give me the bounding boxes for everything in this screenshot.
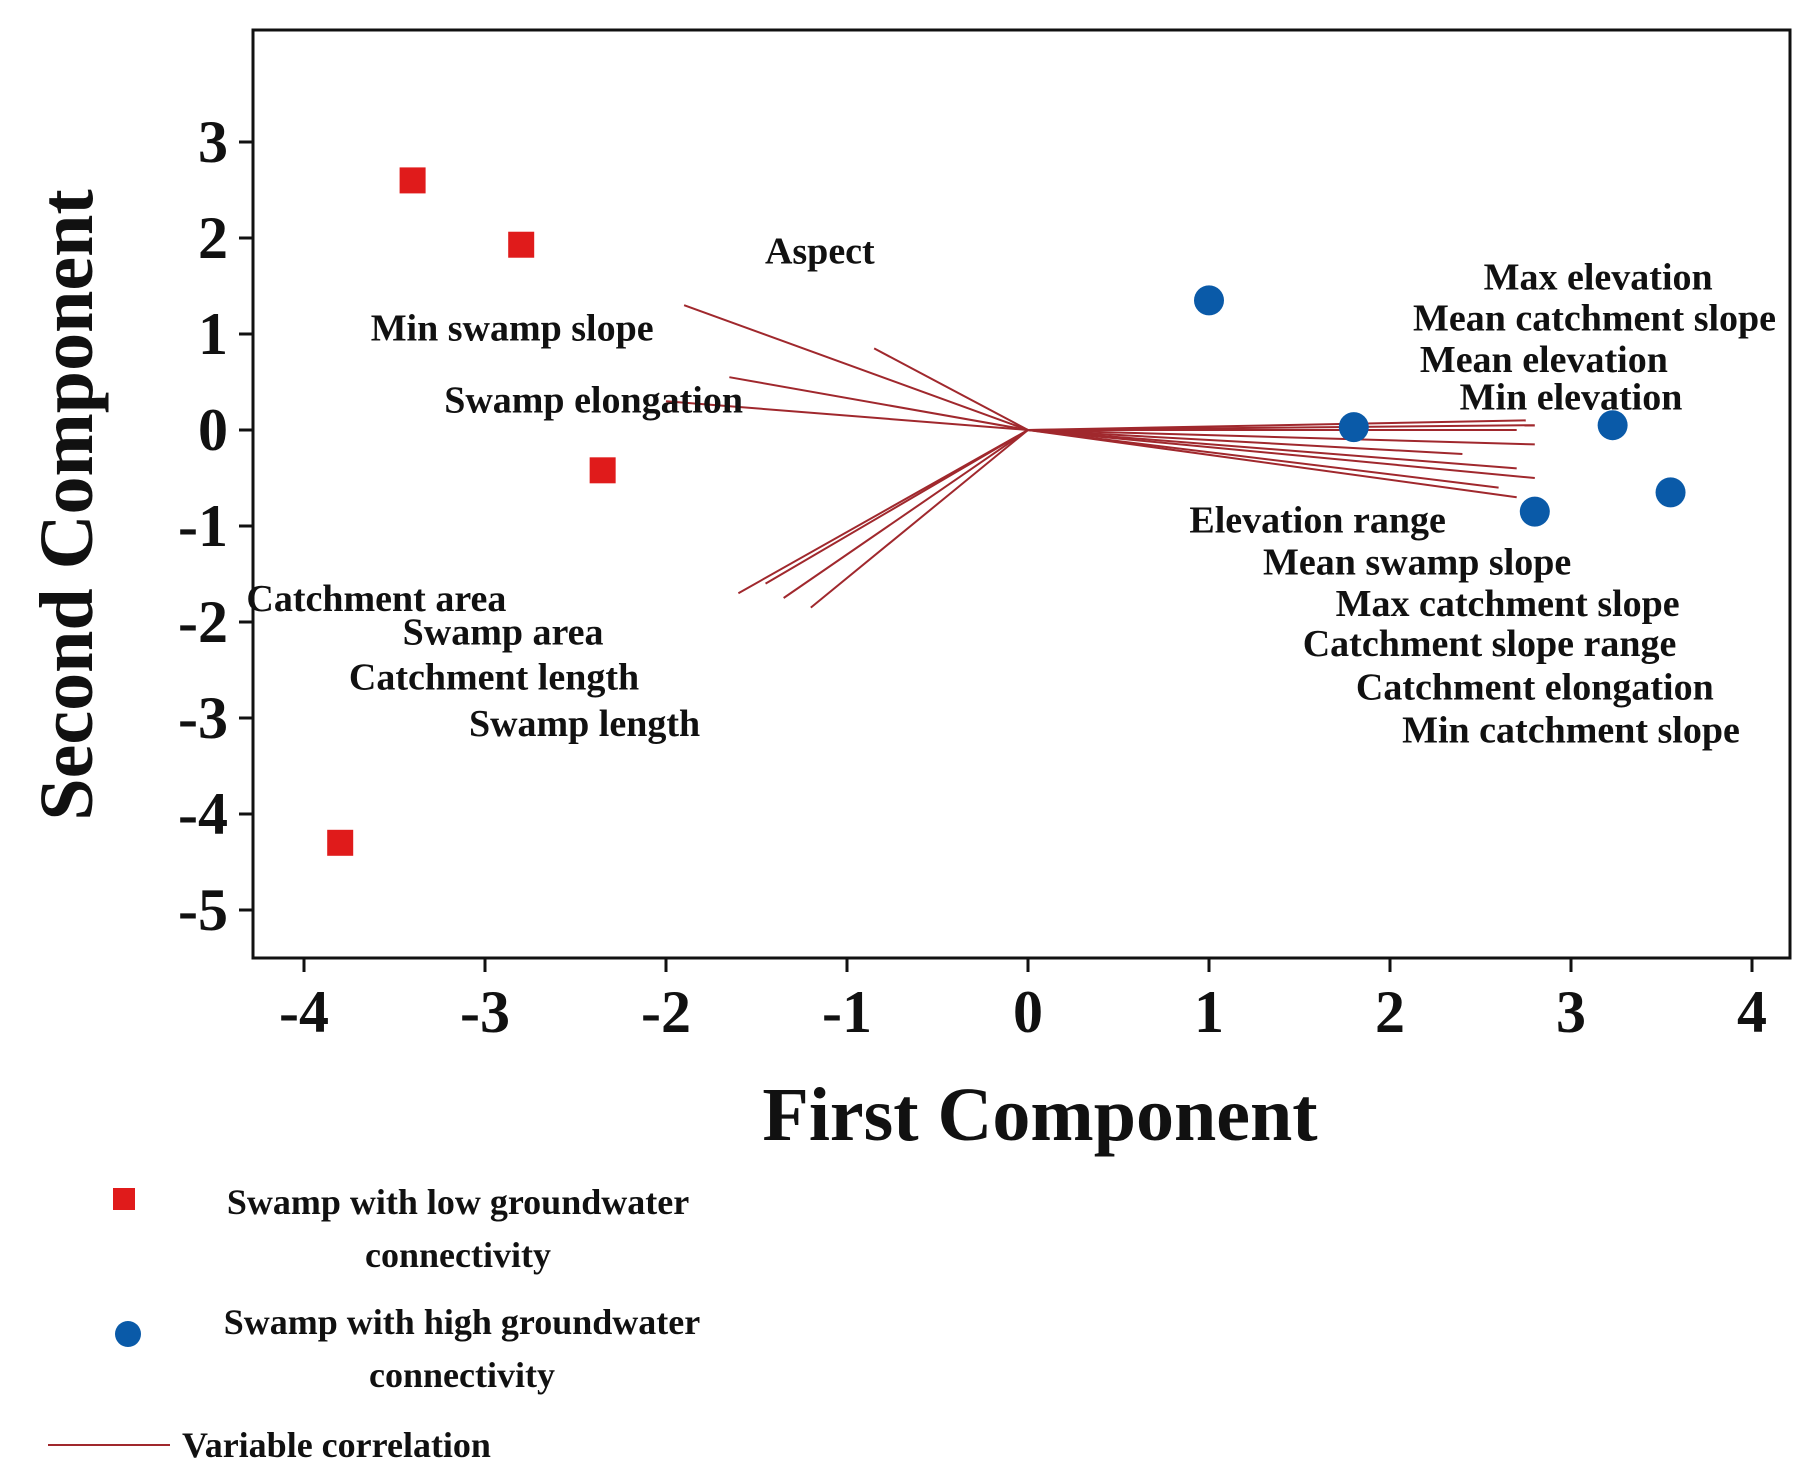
x-tick-label: 1	[1194, 979, 1224, 1045]
point-high-connectivity	[1655, 477, 1686, 508]
legend-label-line: Variable correlation	[182, 1425, 491, 1465]
variable-label: Swamp area	[403, 612, 604, 654]
correlation-vector	[873, 347, 1029, 431]
x-axis-title: First Component	[762, 1073, 1317, 1157]
variable-label: Catchment length	[349, 657, 639, 699]
legend-label-low-line1: Swamp with low groundwater	[227, 1182, 689, 1222]
y-tick-label: 0	[198, 397, 228, 463]
point-high-connectivity	[1194, 285, 1224, 316]
y-axis-title: Second Component	[25, 189, 109, 820]
plot-frame	[251, 28, 1792, 960]
x-tick-label: -1	[822, 979, 872, 1045]
variable-label: Catchment area	[246, 578, 506, 620]
y-tick-label: -4	[178, 781, 228, 847]
x-tick-label: -4	[279, 979, 329, 1045]
y-tick-label: -1	[178, 493, 228, 559]
point-low-connectivity	[589, 457, 616, 484]
correlation-vector	[1027, 429, 1535, 446]
correlation-vector	[810, 429, 1029, 609]
variable-label: Catchment slope range	[1303, 623, 1677, 665]
correlation-vector	[729, 376, 1029, 431]
x-tick-label: 4	[1737, 979, 1767, 1045]
y-tick-label: -3	[178, 685, 228, 751]
variable-label: Max elevation	[1484, 256, 1713, 298]
variable-labels: Aspect Min swamp slope Swamp elongation Cat…	[246, 230, 1776, 751]
correlation-vector	[665, 400, 1029, 431]
y-tick-label: 3	[198, 109, 228, 175]
correlation-vector	[1027, 429, 1499, 489]
variable-label: Max catchment slope	[1336, 583, 1680, 625]
variable-label: Mean swamp slope	[1263, 542, 1571, 584]
variable-label: Elevation range	[1189, 499, 1445, 541]
legend-marker-high	[115, 1321, 141, 1347]
x-tick-label: -3	[460, 979, 510, 1045]
x-tick-label: -2	[641, 979, 691, 1045]
correlation-vector	[1027, 429, 1463, 455]
variable-label: Swamp elongation	[444, 379, 743, 421]
variable-correlation-lines	[665, 304, 1535, 609]
y-axis: 3 2 1 0 -1 -2 -3 -4 -5	[178, 109, 253, 943]
point-low-connectivity	[508, 231, 535, 258]
y-tick-label: 2	[198, 205, 228, 271]
data-points	[327, 167, 1686, 856]
variable-label: Min elevation	[1460, 376, 1683, 418]
variable-label: Mean elevation	[1420, 339, 1668, 381]
y-tick-label: 1	[198, 301, 228, 367]
x-tick-label: 2	[1375, 979, 1405, 1045]
x-tick-label: 3	[1556, 979, 1586, 1045]
variable-label: Min catchment slope	[1402, 710, 1740, 752]
variable-label: Mean catchment slope	[1413, 298, 1776, 340]
variable-label: Aspect	[765, 230, 875, 272]
legend-label-high-line2: connectivity	[369, 1355, 555, 1395]
correlation-vector	[783, 429, 1029, 599]
correlation-vector	[1027, 429, 1517, 470]
point-high-connectivity	[1519, 496, 1550, 527]
legend-label-low-line2: connectivity	[365, 1235, 551, 1275]
y-tick-label: -5	[178, 877, 228, 943]
correlation-vector	[1027, 429, 1517, 499]
variable-label: Catchment elongation	[1356, 666, 1714, 708]
correlation-vector	[683, 304, 1029, 431]
legend: Swamp with low groundwater connectivity …	[48, 1182, 700, 1465]
x-tick-label: 0	[1013, 979, 1043, 1045]
x-axis: -4 -3 -2 -1 0 1 2 3 4	[279, 958, 1767, 1045]
point-low-connectivity	[327, 829, 354, 856]
point-high-connectivity	[1338, 412, 1369, 443]
point-high-connectivity	[1597, 410, 1628, 441]
legend-label-high-line1: Swamp with high groundwater	[224, 1302, 700, 1342]
variable-label: Swamp length	[469, 703, 700, 745]
y-tick-label: -2	[178, 589, 228, 655]
variable-label: Min swamp slope	[371, 307, 654, 349]
correlation-vector	[765, 429, 1029, 585]
legend-marker-low	[113, 1188, 135, 1210]
correlation-vector	[1027, 429, 1535, 479]
point-low-connectivity	[399, 167, 426, 194]
